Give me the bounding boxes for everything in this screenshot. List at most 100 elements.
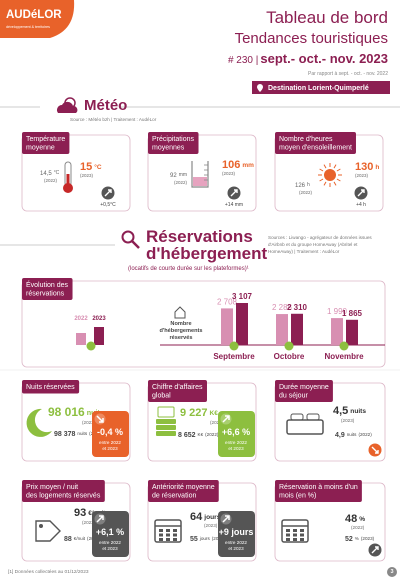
previous-value: 14,5 bbox=[40, 171, 52, 177]
destination: Destination Lorient-Quimperlé bbox=[268, 85, 369, 92]
change: +14 mm bbox=[225, 202, 243, 208]
previous-value: 126 bbox=[295, 183, 306, 189]
current-year: (2023) bbox=[80, 173, 94, 178]
change: +6,1 % bbox=[96, 527, 124, 537]
icon bbox=[281, 519, 309, 543]
card-title: Chiffre d'affaires bbox=[152, 384, 203, 391]
current-year: (2023) bbox=[82, 420, 96, 425]
change-note: entre 2022 bbox=[99, 440, 121, 445]
icon bbox=[156, 425, 176, 430]
card-title: réservations bbox=[26, 290, 65, 297]
previous-value: h bbox=[307, 182, 310, 188]
icon bbox=[66, 174, 70, 184]
source: Source : Météo bzh | Traitement : AudéLo… bbox=[70, 117, 157, 122]
card-title: Réservation à moins d'un bbox=[279, 484, 358, 491]
previous-value: 8 652 K€ (2022) bbox=[178, 432, 219, 439]
card-title-box bbox=[22, 380, 80, 394]
source: d'Airbnb et du groupe HomeAway (Abritel … bbox=[268, 242, 358, 247]
current-year: (2023) bbox=[210, 420, 224, 425]
section-title: Météo bbox=[84, 97, 127, 114]
previous-value: 55 bbox=[190, 536, 198, 543]
current-year: (2023) bbox=[355, 173, 369, 178]
current-year: (2023) bbox=[222, 171, 236, 176]
logo-shape bbox=[0, 0, 75, 38]
icon bbox=[35, 520, 61, 542]
icon bbox=[290, 413, 304, 421]
page-number: 3 bbox=[390, 569, 393, 575]
previous-value: 92 mm bbox=[170, 172, 187, 178]
previous-value: 14,5 °C bbox=[40, 170, 60, 176]
previous-value: jours bbox=[199, 536, 211, 541]
card-title: Réservation à moins d'un bbox=[279, 484, 358, 491]
card-title: de réservation bbox=[152, 492, 196, 499]
trend-arrow bbox=[357, 189, 365, 197]
current-value: 106 mm bbox=[222, 159, 254, 171]
icon bbox=[323, 181, 327, 186]
card-title: moyennes bbox=[152, 144, 185, 151]
change: +14 mm bbox=[225, 202, 243, 208]
card-title-box bbox=[275, 132, 356, 154]
section-title: Réservations bbox=[146, 227, 253, 246]
card-title: Précipitations bbox=[152, 136, 195, 143]
value-label: 1 990 bbox=[327, 307, 348, 316]
current-value: °C bbox=[94, 163, 102, 171]
bar bbox=[276, 314, 288, 345]
previous-value: 126 h bbox=[295, 182, 310, 188]
icon bbox=[286, 533, 290, 537]
previous-year: (2022) bbox=[174, 180, 188, 185]
bar bbox=[291, 313, 303, 345]
search-icon bbox=[131, 240, 140, 249]
logo: AUDéLOR bbox=[6, 9, 62, 21]
change-note: entre 2022 bbox=[225, 540, 247, 545]
current-year: (2022) bbox=[351, 525, 365, 530]
current-value: K€ bbox=[210, 410, 219, 417]
change-note: entre 2022 bbox=[99, 540, 121, 545]
card-title: Nombre d'heures bbox=[279, 136, 333, 143]
previous-value: 4,9 bbox=[335, 432, 345, 439]
icon bbox=[293, 533, 297, 537]
value-label: 1 865 bbox=[342, 309, 363, 318]
card-title: global bbox=[152, 392, 171, 399]
source: HomeAway) | Traitement : AudéLor bbox=[268, 249, 340, 254]
previous-year: (2022) bbox=[299, 190, 313, 195]
card-title: réservations bbox=[26, 290, 65, 297]
icon bbox=[336, 178, 341, 182]
section-title: d'hébergement bbox=[146, 244, 268, 263]
category-label: Septembre bbox=[213, 352, 255, 361]
icon bbox=[333, 181, 337, 186]
value-label: 2 288 bbox=[272, 303, 293, 312]
current-value: 130 h bbox=[355, 161, 379, 173]
card-title-box bbox=[22, 132, 70, 154]
section-title: Météo bbox=[84, 97, 127, 114]
card-title: Prix moyen / nuit bbox=[26, 484, 78, 491]
icon bbox=[336, 168, 341, 172]
change: -0,4 % bbox=[97, 427, 123, 437]
trend-dot bbox=[229, 341, 239, 351]
current-value: nuits bbox=[350, 408, 366, 415]
card-title: Durée moyenne bbox=[279, 384, 329, 391]
legend-label: 2022 bbox=[74, 316, 88, 322]
card-title: Antériorité moyenne bbox=[152, 484, 215, 491]
previous-value: (2023) bbox=[361, 536, 375, 541]
change-badge bbox=[218, 411, 255, 457]
change: +0,5°C bbox=[100, 202, 116, 208]
logo-tagline: développement & territoires bbox=[6, 25, 50, 29]
value-label: 1 990 bbox=[327, 307, 348, 316]
icon bbox=[159, 538, 163, 541]
change: +4 h bbox=[356, 202, 366, 208]
icon bbox=[300, 529, 304, 532]
y-axis-label: réservés bbox=[169, 335, 192, 341]
card-title: Prix moyen / nuit bbox=[26, 484, 78, 491]
legend-label: 2022 bbox=[74, 316, 88, 322]
current-value: 106 bbox=[222, 159, 240, 171]
previous-value: 52 bbox=[345, 536, 353, 543]
current-value: 9 227 bbox=[180, 407, 208, 419]
y-axis-label: Nombre bbox=[170, 321, 191, 327]
card-title: mois (en %) bbox=[279, 492, 316, 499]
icon bbox=[159, 529, 163, 532]
page-badge bbox=[387, 567, 397, 577]
icon bbox=[293, 538, 297, 541]
card-title: Chiffre d'affaires bbox=[152, 384, 203, 391]
card-title: des logements réservés bbox=[26, 492, 101, 499]
previous-value: K€ bbox=[198, 432, 204, 437]
